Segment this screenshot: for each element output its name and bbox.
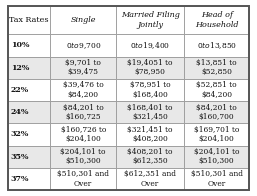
Text: Head of
Household: Head of Household <box>195 12 238 29</box>
Bar <box>50 168 116 190</box>
Bar <box>116 168 184 190</box>
Text: 32%: 32% <box>11 131 29 138</box>
Bar <box>184 57 249 79</box>
Text: $52,851 to
$84,200: $52,851 to $84,200 <box>196 81 237 99</box>
Bar <box>8 101 50 123</box>
Bar <box>184 34 249 57</box>
Text: $160,726 to
$204,100: $160,726 to $204,100 <box>60 126 106 143</box>
Text: Tax Rates: Tax Rates <box>9 16 49 24</box>
Text: $321,451 to
$408,200: $321,451 to $408,200 <box>127 126 173 143</box>
Text: $204,101 to
$510,300: $204,101 to $510,300 <box>60 148 106 165</box>
Bar <box>8 34 50 57</box>
Bar <box>8 6 50 34</box>
Text: $510,301 and
Over: $510,301 and Over <box>191 170 243 188</box>
Bar <box>50 101 116 123</box>
Bar <box>8 146 50 168</box>
Text: $39,476 to
$84,200: $39,476 to $84,200 <box>63 81 104 99</box>
Bar <box>116 79 184 101</box>
Text: $19,4051 to
$78,950: $19,4051 to $78,950 <box>127 59 173 76</box>
Bar <box>8 79 50 101</box>
Text: $169,701 to
$204,100: $169,701 to $204,100 <box>194 126 239 143</box>
Text: $9,701 to
$39,475: $9,701 to $39,475 <box>65 59 101 76</box>
Bar <box>8 168 50 190</box>
Text: $84,201 to
$160,725: $84,201 to $160,725 <box>63 104 104 121</box>
Text: Married Filing
Jointly: Married Filing Jointly <box>121 12 180 29</box>
Bar <box>184 123 249 146</box>
Text: 22%: 22% <box>11 86 29 94</box>
Text: $510,301 and
Over: $510,301 and Over <box>57 170 109 188</box>
Bar <box>184 168 249 190</box>
Text: $204,101 to
$510,300: $204,101 to $510,300 <box>194 148 240 165</box>
Text: 10%: 10% <box>11 41 29 49</box>
Bar <box>184 6 249 34</box>
Text: $0 to $19,400: $0 to $19,400 <box>130 40 170 51</box>
Bar <box>184 79 249 101</box>
Bar <box>116 146 184 168</box>
Bar <box>50 34 116 57</box>
Bar <box>116 34 184 57</box>
Bar <box>184 146 249 168</box>
Text: Single: Single <box>70 16 96 24</box>
Bar <box>50 6 116 34</box>
Text: 37%: 37% <box>11 175 29 183</box>
Text: 12%: 12% <box>11 64 29 72</box>
Bar <box>8 123 50 146</box>
Bar <box>116 57 184 79</box>
Bar <box>184 101 249 123</box>
Bar <box>50 123 116 146</box>
Bar <box>50 57 116 79</box>
Text: $408,201 to
$612,350: $408,201 to $612,350 <box>127 148 173 165</box>
Text: $0 to $9,700: $0 to $9,700 <box>66 40 101 51</box>
Bar <box>116 123 184 146</box>
Bar <box>116 101 184 123</box>
Text: 24%: 24% <box>11 108 29 116</box>
Bar <box>50 146 116 168</box>
Bar <box>50 79 116 101</box>
Bar <box>8 57 50 79</box>
Text: $84,201 to
$160,700: $84,201 to $160,700 <box>196 104 237 121</box>
Text: 35%: 35% <box>11 153 29 161</box>
Text: $0 to $13,850: $0 to $13,850 <box>197 40 237 51</box>
Text: $168,401 to
$321,450: $168,401 to $321,450 <box>127 104 173 121</box>
Text: $13,851 to
$52,850: $13,851 to $52,850 <box>196 59 237 76</box>
Text: $612,351 and
Over: $612,351 and Over <box>124 170 176 188</box>
Bar <box>116 6 184 34</box>
Text: $78,951 to
$168,400: $78,951 to $168,400 <box>130 81 171 99</box>
